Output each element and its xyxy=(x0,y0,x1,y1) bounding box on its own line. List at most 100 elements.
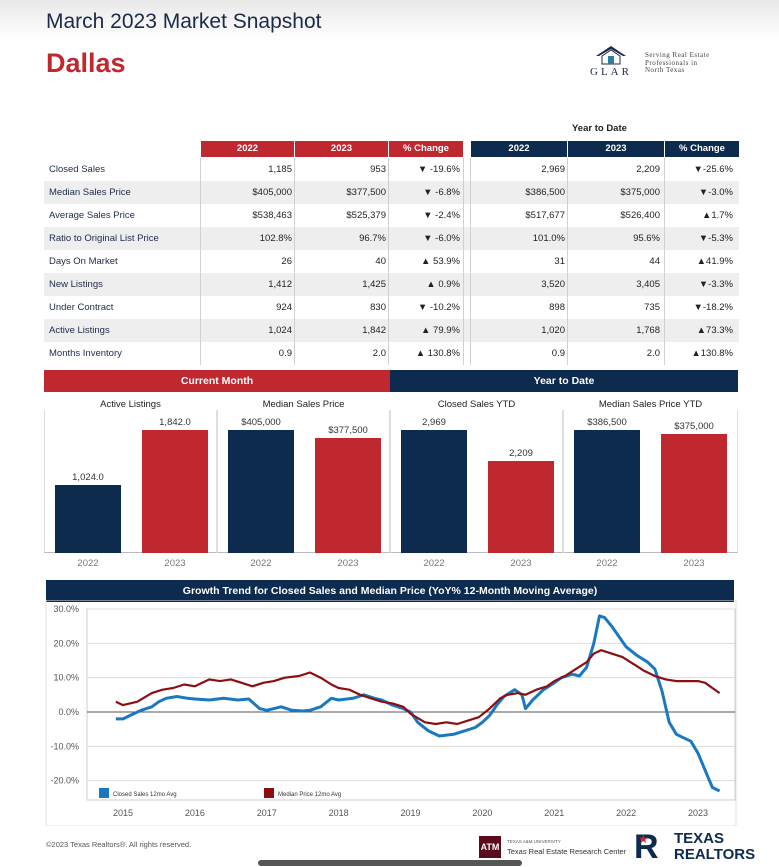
bar-panel-frame xyxy=(563,410,738,553)
table-cell-m23: 96.7% xyxy=(359,233,386,244)
tamu-mark-icon: ATM xyxy=(479,836,501,858)
table-cell-m22: 924 xyxy=(276,302,292,313)
bar-panel-title: Median Sales Price YTD xyxy=(598,399,703,410)
table-row: Under Contract 924 830 ▼ -10.2% 898 735 ▼-18.2… xyxy=(44,296,739,319)
table-cell-mchg: ▼ -10.2% xyxy=(417,302,460,313)
bar-2023 xyxy=(661,434,727,553)
table-cell-y22: $517,677 xyxy=(525,210,565,221)
table-cell-m22: $405,000 xyxy=(252,187,292,198)
x-tick-label: 2018 xyxy=(329,808,349,818)
bar-2023 xyxy=(488,461,554,553)
table-cell-ychg: ▲130.8% xyxy=(691,348,733,359)
table-cell-y22: 31 xyxy=(554,256,565,267)
table-cell-mchg: ▲ 53.9% xyxy=(421,256,460,267)
table-cell-y23: $526,400 xyxy=(620,210,660,221)
texas-realtors-word-2: REALTORS xyxy=(674,846,756,863)
horizontal-scrollbar[interactable] xyxy=(258,860,522,866)
legend-swatch xyxy=(99,788,109,798)
table-cell-m22: 0.9 xyxy=(278,348,292,359)
closed-sales-line xyxy=(115,614,721,793)
bar-category-label: 2023 xyxy=(510,558,532,569)
legend-label: Median Price 12mo Avg xyxy=(278,792,341,798)
house-icon xyxy=(596,46,626,65)
bar-2022 xyxy=(55,485,121,553)
bar-value-label: $405,000 xyxy=(241,417,281,428)
chart-frame xyxy=(45,600,737,826)
table-cell-mchg: ▼ -6.8% xyxy=(423,187,460,198)
table-divider xyxy=(200,158,201,365)
bar-value-label: 2,969 xyxy=(422,417,446,428)
row-label: Active Listings xyxy=(49,325,110,336)
texas-realtors-logo: R ★ TEXAS REALTORS xyxy=(634,826,755,866)
bar-panel-title: Median Sales Price xyxy=(262,399,345,410)
bar-2022 xyxy=(574,430,640,553)
table-cell-y23: 44 xyxy=(649,256,660,267)
x-tick-label: 2016 xyxy=(185,808,205,818)
table-cell-m23: 40 xyxy=(375,256,386,267)
table-cell-y22: 2,969 xyxy=(541,164,565,175)
table-cell-m22: 26 xyxy=(281,256,292,267)
top-band xyxy=(0,0,779,40)
bar-panel-frame xyxy=(217,410,390,553)
bar-panel-title: Closed Sales YTD xyxy=(437,399,516,410)
legend-swatch xyxy=(264,788,274,798)
tamu-logo: ATM TEXAS A&M UNIVERSITY Texas Real Esta… xyxy=(479,836,629,860)
col-header-change-ytd: % Change xyxy=(665,141,739,157)
x-tick-label: 2015 xyxy=(113,808,133,818)
table-cell-ychg: ▼-3.0% xyxy=(698,187,733,198)
copyright-text: ©2023 Texas Realtors®. All rights reserv… xyxy=(46,840,192,849)
table-cell-y22: 1,020 xyxy=(541,325,565,336)
table-divider xyxy=(388,158,389,365)
table-cell-y23: 735 xyxy=(644,302,660,313)
col-header-2022-month: 2022 xyxy=(201,141,294,157)
table-cell-m22: 1,412 xyxy=(268,279,292,290)
y-tick-label: -20.0% xyxy=(50,776,79,786)
bar-panel-frame xyxy=(44,410,217,553)
x-tick-label: 2017 xyxy=(257,808,277,818)
table-cell-m23: 1,425 xyxy=(362,279,386,290)
table-cell-ychg: ▲41.9% xyxy=(696,256,733,267)
row-label: Ratio to Original List Price xyxy=(49,233,159,244)
table-row: New Listings 1,412 1,425 ▲ 0.9% 3,520 3,405 ▼-… xyxy=(44,273,739,296)
y-tick-label: 30.0% xyxy=(53,604,79,614)
row-label: Closed Sales xyxy=(49,164,105,175)
bar-2023 xyxy=(142,430,208,553)
bar-category-label: 2022 xyxy=(423,558,445,569)
bar-value-label: 1,024.0 xyxy=(72,472,104,483)
star-icon: ★ xyxy=(638,832,649,846)
table-cell-y23: 2,209 xyxy=(636,164,660,175)
texas-realtors-word-1: TEXAS xyxy=(674,830,725,847)
page-title: March 2023 Market Snapshot xyxy=(46,10,322,33)
bar-panel-title: Active Listings xyxy=(100,399,161,410)
table-divider xyxy=(463,158,464,365)
table-cell-y22: $386,500 xyxy=(525,187,565,198)
bar-value-label: $375,000 xyxy=(674,421,714,432)
table-cell-y22: 0.9 xyxy=(551,348,565,359)
table-cell-m22: 1,024 xyxy=(268,325,292,336)
table-cell-ychg: ▼-5.3% xyxy=(698,233,733,244)
table-cell-mchg: ▲ 0.9% xyxy=(426,279,460,290)
table-cell-ychg: ▼-18.2% xyxy=(693,302,733,313)
ytd-table-label: Year to Date xyxy=(572,123,627,134)
bar-value-label: $386,500 xyxy=(587,417,627,428)
col-header-change-month: % Change xyxy=(389,141,463,157)
table-cell-ychg: ▼-25.6% xyxy=(693,164,733,175)
table-row: Average Sales Price $538,463 $525,379 ▼ -2.… xyxy=(44,204,739,227)
y-tick-label: 0.0% xyxy=(58,707,79,717)
current-month-banner: Current Month xyxy=(44,370,390,392)
table-cell-mchg: ▼ -2.4% xyxy=(423,210,460,221)
y-tick-label: 20.0% xyxy=(53,638,79,648)
row-label: New Listings xyxy=(49,279,103,290)
table-divider xyxy=(567,158,568,365)
city-title: Dallas xyxy=(46,48,126,78)
table-cell-ychg: ▲1.7% xyxy=(701,210,733,221)
table-cell-y22: 898 xyxy=(549,302,565,313)
row-label: Under Contract xyxy=(49,302,114,313)
table-cell-m23: 2.0 xyxy=(372,348,386,359)
table-cell-y23: 95.6% xyxy=(633,233,660,244)
table-cell-mchg: ▲ 79.9% xyxy=(421,325,460,336)
glar-tagline: Serving Real Estate Professionals in Nor… xyxy=(645,51,710,74)
table-divider xyxy=(294,158,295,365)
bar-2022 xyxy=(228,430,294,553)
table-cell-mchg: ▲ 130.8% xyxy=(415,348,460,359)
